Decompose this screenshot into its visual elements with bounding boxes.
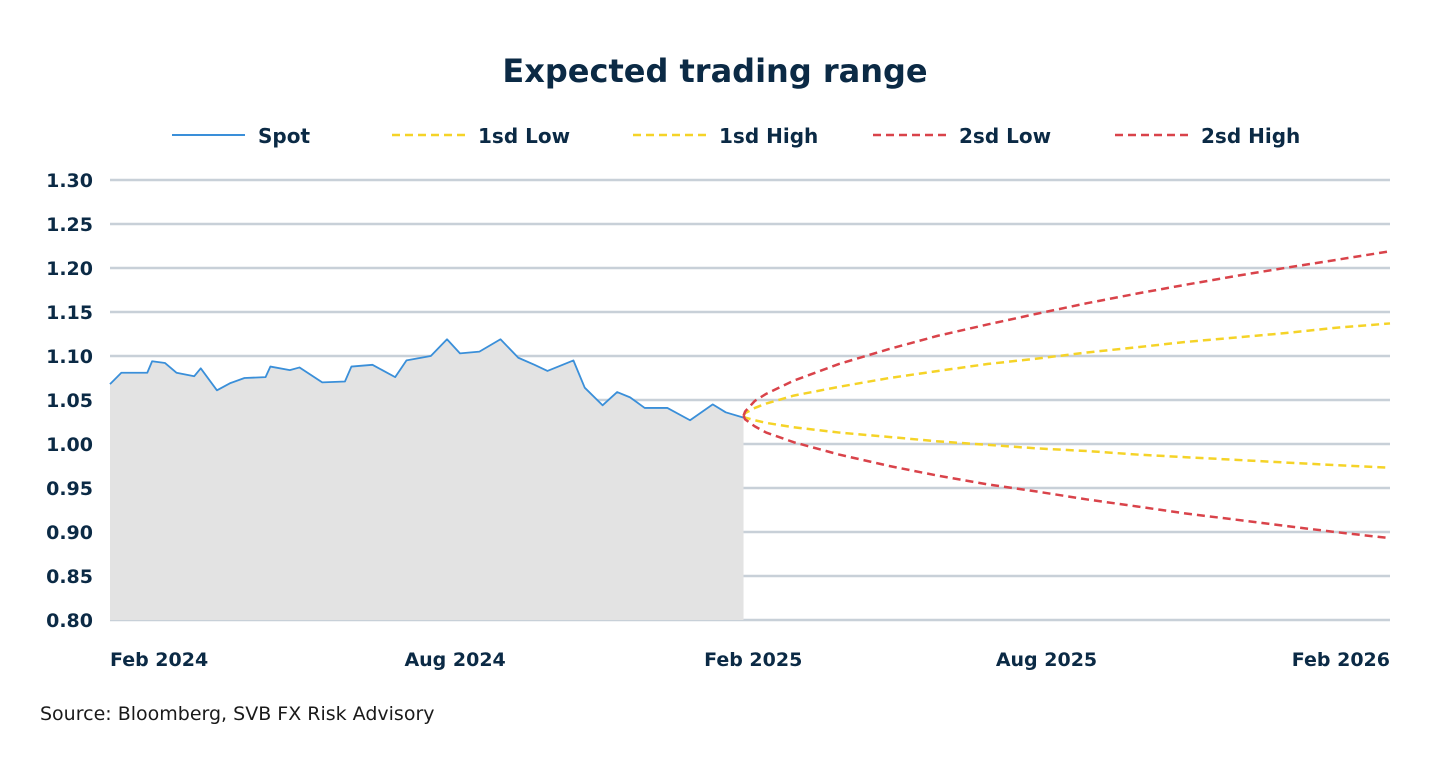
x-tick-label: Feb 2026 (1292, 649, 1390, 671)
x-tick-label: Aug 2025 (996, 649, 1097, 671)
series-line-2sd-high (742, 250, 1391, 417)
y-tick-label: 0.95 (46, 478, 93, 500)
y-tick-label: 1.30 (46, 170, 93, 192)
y-tick-label: 1.00 (46, 434, 93, 456)
y-tick-label: 1.15 (46, 302, 93, 324)
plot-area (109, 250, 1391, 620)
series-line-1sd-low (742, 414, 1391, 470)
x-tick-label: Feb 2024 (110, 649, 208, 671)
spot-area (110, 339, 744, 620)
y-tick-label: 1.20 (46, 258, 93, 280)
legend-label: 2sd Low (959, 124, 1051, 148)
series-line-1sd-high (742, 322, 1391, 417)
y-tick-label: 0.80 (46, 610, 93, 632)
source-note: Source: Bloomberg, SVB FX Risk Advisory (40, 703, 435, 725)
x-axis: Feb 2024 Aug 2024 Feb 2025 Aug 2025 Feb 2026 (110, 649, 1390, 671)
legend-label: 2sd High (1201, 124, 1300, 148)
x-tick-label: Feb 2025 (704, 649, 802, 671)
legend: Spot 1sd Low 1sd High 2sd Low 2sd High (172, 124, 1300, 148)
x-tick-label: Aug 2024 (404, 649, 505, 671)
series-line-spot (109, 338, 744, 422)
y-tick-label: 0.90 (46, 522, 93, 544)
y-axis: 1.30 1.25 1.20 1.15 1.10 1.05 1.00 0.95 0.90 0.85… (46, 170, 93, 632)
series-line-2sd-low (742, 415, 1391, 540)
y-tick-label: 1.05 (46, 390, 93, 412)
legend-label: 1sd High (719, 124, 818, 148)
y-tick-label: 1.10 (46, 346, 93, 368)
chart-title: Expected trading range (502, 52, 927, 90)
legend-label: 1sd Low (478, 124, 570, 148)
legend-label: Spot (258, 124, 310, 148)
y-tick-label: 1.25 (46, 214, 93, 236)
y-tick-label: 0.85 (46, 566, 93, 588)
